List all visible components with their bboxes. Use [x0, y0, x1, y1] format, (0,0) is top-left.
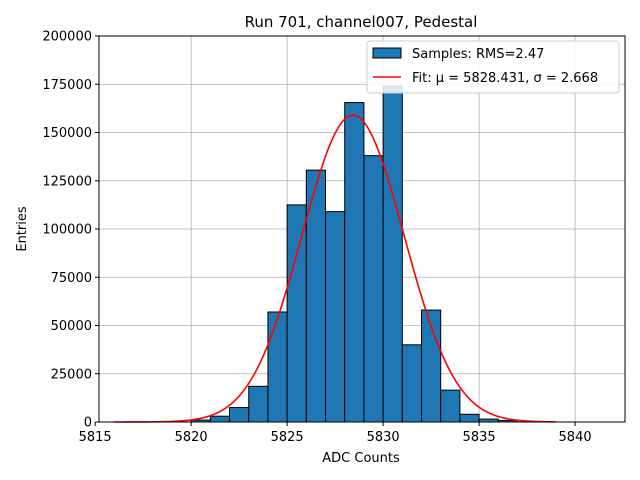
histogram-bar [459, 413, 480, 423]
x-axis-label: ADC Counts [322, 451, 400, 466]
chart-title: Run 701, channel007, Pedestal [245, 13, 478, 31]
y-tick-label: 150000 [42, 126, 92, 141]
x-axis-ticks: 5815 5820 5825 5830 5835 5840 [79, 422, 592, 445]
histogram-bar [401, 344, 423, 423]
histogram-bar [267, 311, 288, 423]
x-tick-label: 5825 [271, 430, 304, 445]
y-tick-label: 100000 [42, 223, 92, 238]
legend: Samples: RMS=2.47 Fit: μ = 5828.431, σ =… [366, 40, 620, 94]
histogram-bar [286, 204, 307, 423]
x-tick-label: 5820 [175, 430, 208, 445]
legend-label-fit: Fit: μ = 5828.431, σ = 2.668 [412, 71, 598, 86]
y-tick-label: 25000 [51, 367, 92, 382]
histogram-bars [190, 85, 518, 423]
y-tick-label: 50000 [51, 319, 92, 334]
x-tick-label: 5835 [463, 430, 496, 445]
histogram-bar [363, 155, 384, 423]
y-tick-label: 75000 [51, 271, 92, 286]
fit-curve [114, 114, 556, 423]
y-axis-ticks: 0 25000 50000 75000 100000 125000 150000 175000… [42, 30, 99, 431]
histogram-bar [248, 385, 269, 423]
y-tick-label: 0 [84, 416, 92, 431]
y-axis-label: Entries [15, 206, 30, 252]
legend-label-samples: Samples: RMS=2.47 [412, 47, 544, 62]
histogram-bar [209, 415, 231, 423]
x-tick-label: 5840 [559, 430, 592, 445]
histogram-bar [440, 389, 461, 423]
x-tick-label: 5830 [367, 430, 400, 445]
legend-swatch-samples [372, 47, 402, 59]
histogram-bar [325, 211, 346, 423]
x-tick-label: 5815 [79, 430, 112, 445]
y-tick-label: 175000 [42, 78, 92, 93]
y-tick-label: 125000 [42, 174, 92, 189]
legend-box [366, 40, 620, 94]
histogram-bar [382, 85, 403, 423]
y-tick-label: 200000 [42, 30, 92, 45]
histogram-bar [229, 407, 250, 423]
histogram-bar [344, 102, 365, 423]
